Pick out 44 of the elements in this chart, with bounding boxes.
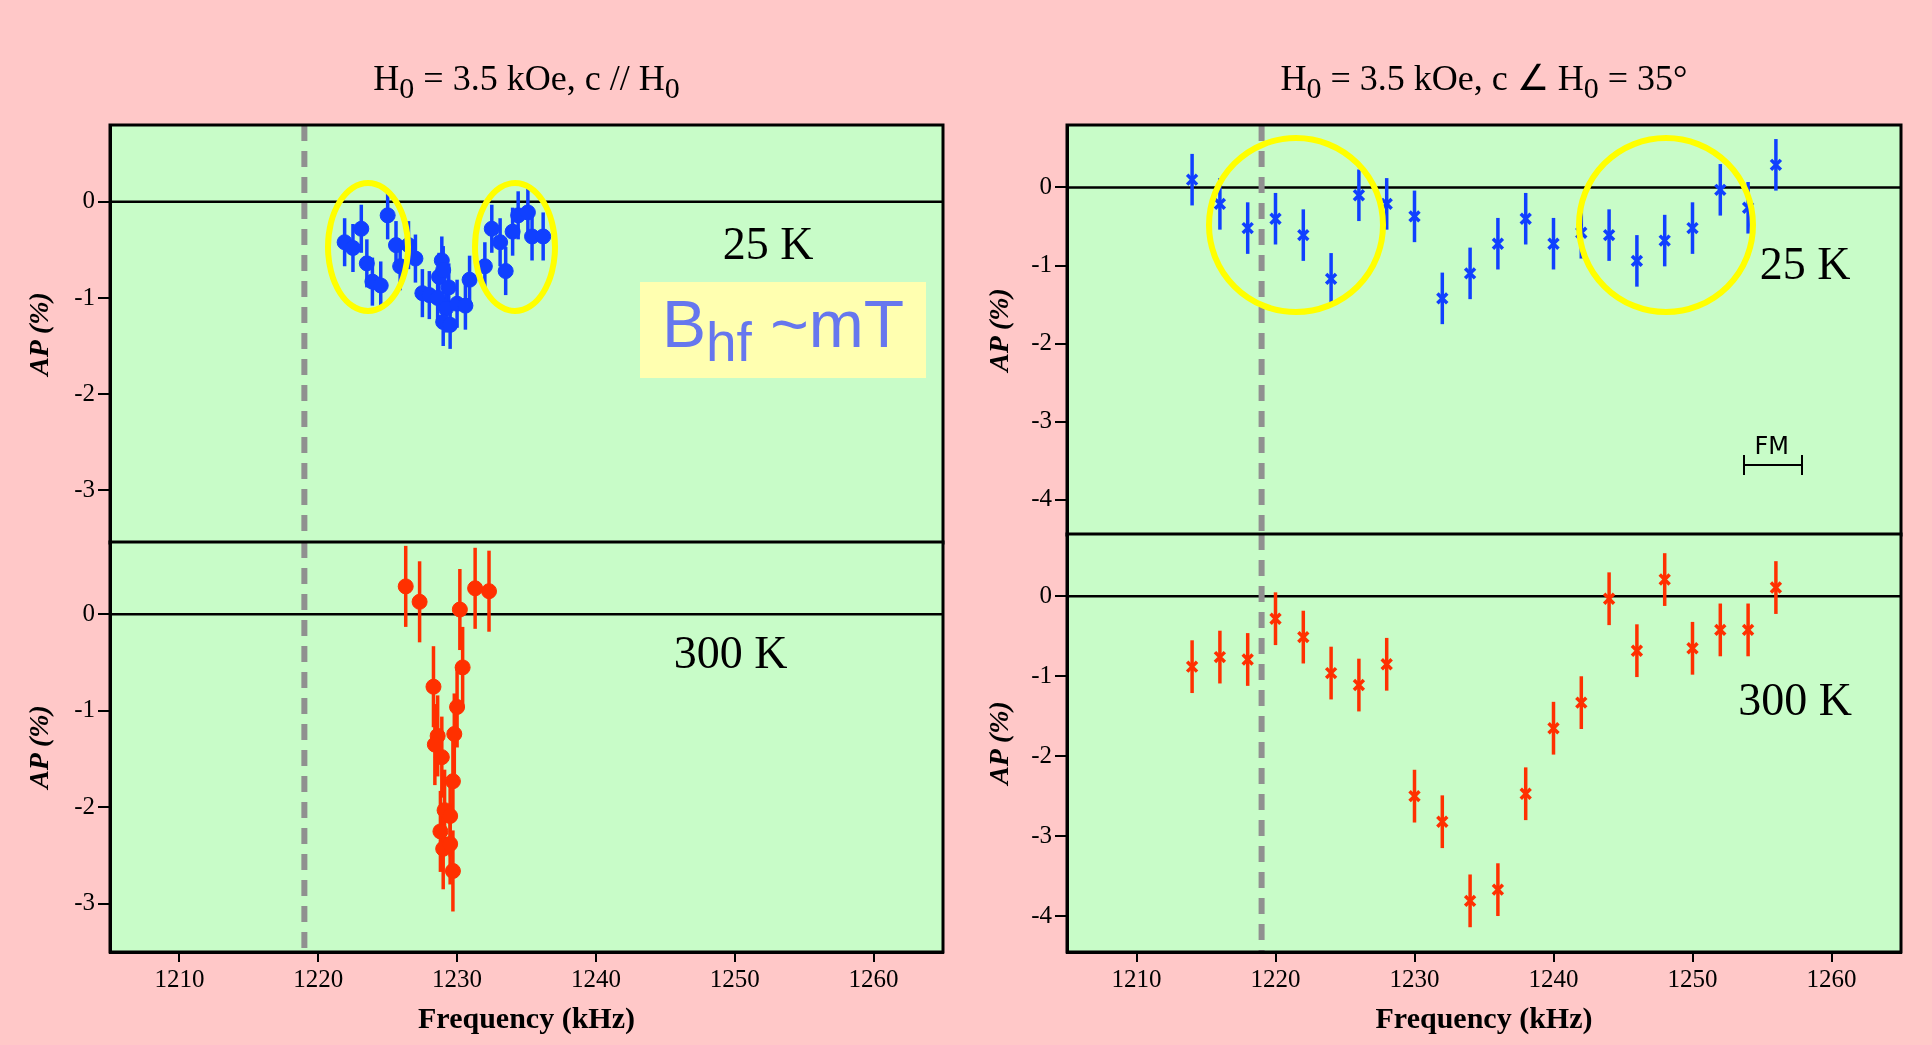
x-axis-title: Frequency (kHz) [1375, 1000, 1593, 1035]
x-tick-label: 1230 [1389, 964, 1440, 992]
x-tick-label: 1250 [709, 964, 760, 992]
y-axis-title: AP (%) [23, 705, 55, 791]
y-tick-label: 0 [82, 598, 95, 626]
chart-title: H$_{0}$ = 3.5 kOe, c ∠ H$_{0}$ = 35° [1280, 57, 1688, 106]
y-axis-title: AP (%) [23, 292, 55, 378]
y-axis-title: AP (%) [983, 288, 1015, 374]
x-tick-label: 1230 [432, 964, 483, 992]
y-tick-label: -3 [1031, 820, 1052, 848]
y-tick-label: -1 [1031, 250, 1052, 278]
annotation: 25 K [722, 216, 814, 270]
y-tick-label: -4 [1031, 900, 1053, 928]
x-tick-label: 1220 [293, 964, 344, 992]
y-tick-label: -1 [74, 695, 95, 723]
y-tick-label: 0 [1039, 172, 1052, 200]
x-tick-label: 1210 [154, 964, 205, 992]
x-tick-label: 1260 [1806, 964, 1857, 992]
x-tick-label: 1240 [1528, 964, 1579, 992]
annotation: 300 K [673, 625, 788, 679]
y-tick-label: -2 [1031, 740, 1052, 768]
chart-title: H$_{0}$ = 3.5 kOe, c // H$_{0}$ [373, 57, 680, 106]
y-tick-label: 0 [82, 186, 95, 214]
annotation: 25 K [1759, 236, 1851, 290]
x-tick-label: 1260 [848, 964, 899, 992]
y-tick-label: -3 [74, 888, 95, 916]
y-axis-title: AP (%) [983, 701, 1015, 787]
y-tick-label: -2 [74, 378, 95, 406]
x-tick-label: 1210 [1111, 964, 1162, 992]
x-axis-title: Frequency (kHz) [418, 1000, 635, 1035]
y-tick-label: -3 [1031, 406, 1052, 434]
y-tick-label: 0 [1039, 580, 1052, 608]
x-tick-label: 1240 [570, 964, 621, 992]
y-tick-label: -3 [74, 474, 95, 502]
y-tick-label: -1 [1031, 660, 1052, 688]
y-tick-label: -4 [1031, 484, 1053, 512]
annotation: B$_{hf}$ ~mT [640, 282, 927, 379]
y-tick-label: -2 [1031, 328, 1052, 356]
x-tick-label: 1220 [1250, 964, 1301, 992]
y-tick-label: -2 [74, 791, 95, 819]
annotation: 300 K [1738, 672, 1852, 726]
y-tick-label: -1 [74, 282, 95, 310]
x-tick-label: 1250 [1667, 964, 1718, 992]
annotation: FM [1754, 431, 1789, 460]
